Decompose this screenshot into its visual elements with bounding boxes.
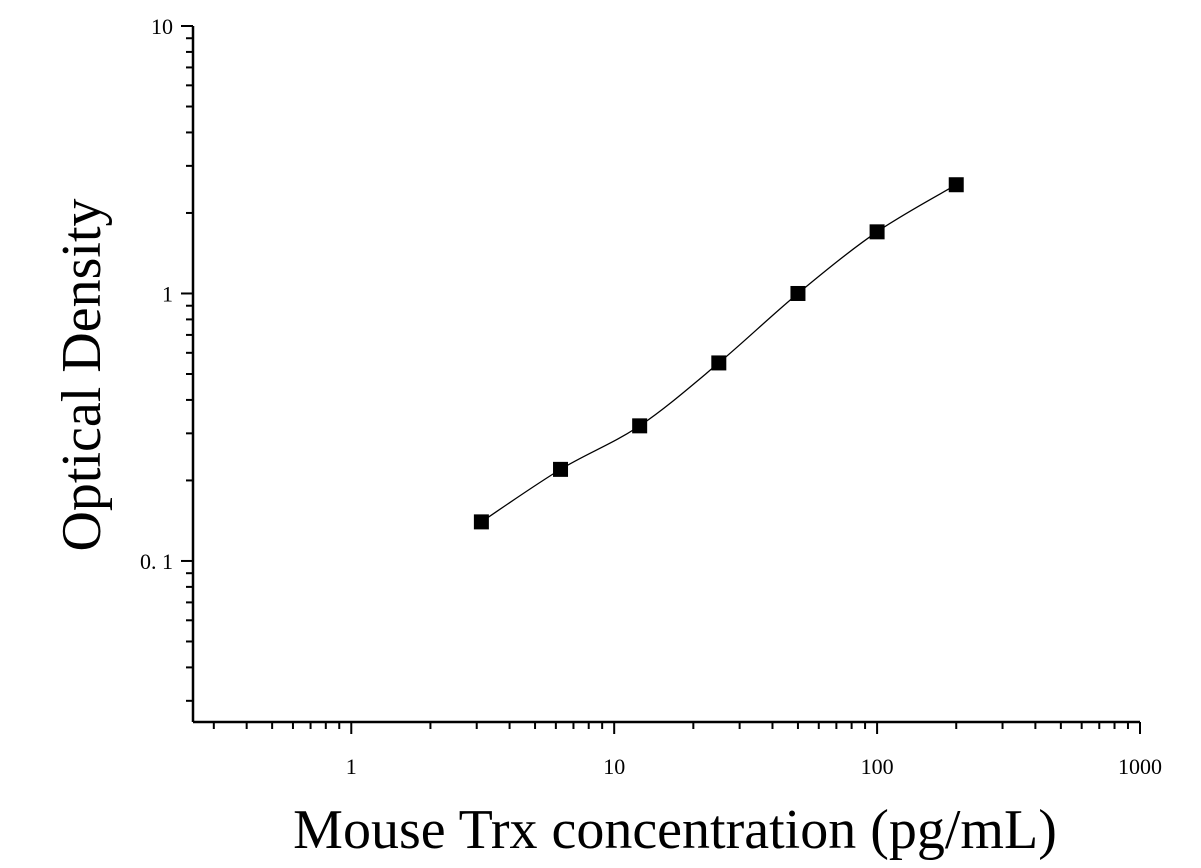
x-axis-title: Mouse Trx concentration (pg/mL) [293,799,1057,861]
x-tick-label: 1 [346,754,357,779]
data-point [473,514,489,530]
data-point [869,224,885,240]
y-axis-title: Optical Density [51,198,113,551]
fit-curve-group [481,184,957,523]
data-point [790,285,806,301]
fit-curve [481,184,957,523]
axes [191,26,1140,724]
x-tick-label: 100 [861,754,894,779]
data-point [553,461,569,477]
x-tick-label: 1000 [1118,754,1162,779]
data-point [948,177,964,193]
data-point [711,355,727,371]
data-point [632,418,648,434]
y-tick-label: 10 [151,14,173,39]
y-tick-label: 0. 1 [140,549,173,574]
y-tick-label: 1 [162,281,173,306]
x-ticks: 1 10 100 1000 [212,722,1162,779]
y-ticks: 0. 1 1 10 [140,14,193,702]
data-points [473,177,964,530]
x-tick-label: 10 [603,754,625,779]
